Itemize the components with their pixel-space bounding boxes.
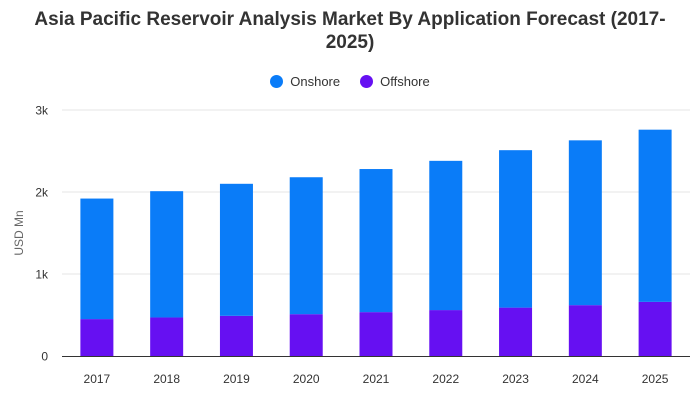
y-tick-label-2: 2k — [35, 186, 49, 200]
bar-offshore-2022 — [429, 310, 463, 356]
bar-onshore-2018 — [150, 191, 184, 318]
x-tick-label-2019: 2019 — [223, 372, 250, 386]
x-tick-label-2018: 2018 — [153, 372, 180, 386]
bar-offshore-2020 — [289, 314, 323, 356]
bar-offshore-2017 — [80, 319, 114, 356]
x-tick-label-2024: 2024 — [572, 372, 599, 386]
chart-title: Asia Pacific Reservoir Analysis Market B… — [34, 9, 666, 53]
legend-swatch-offshore — [360, 75, 374, 88]
bar-offshore-2025 — [638, 301, 672, 356]
bar-onshore-2019 — [219, 183, 253, 316]
bar-offshore-2019 — [219, 315, 253, 356]
legend-item-onshore[interactable]: Onshore — [270, 74, 340, 89]
y-tick-label-1: 1k — [35, 268, 49, 282]
x-tick-label-2021: 2021 — [363, 372, 390, 386]
y-tick-label-3: 3k — [35, 104, 49, 118]
bar-onshore-2017 — [80, 198, 114, 320]
y-axis-title: USD Mn — [12, 210, 26, 255]
bar-offshore-2023 — [499, 307, 533, 356]
bar-onshore-2024 — [568, 140, 602, 306]
chart-legend: Onshore Offshore — [0, 74, 700, 89]
bar-offshore-2024 — [568, 305, 602, 356]
bar-onshore-2020 — [289, 177, 323, 315]
y-tick-label-0: 0 — [41, 350, 48, 364]
legend-item-offshore[interactable]: Offshore — [360, 74, 430, 89]
bar-onshore-2022 — [429, 160, 463, 311]
bar-offshore-2021 — [359, 312, 393, 356]
axes: 0 1k 2k 3k USD Mn 2017 2018 2019 2020 2021 2022 202… — [12, 104, 690, 386]
x-tick-label-2025: 2025 — [642, 372, 669, 386]
bar-onshore-2025 — [638, 129, 672, 302]
bar-offshore-2018 — [150, 317, 184, 356]
x-tick-label-2020: 2020 — [293, 372, 320, 386]
legend-label-offshore: Offshore — [380, 74, 430, 89]
bars — [80, 129, 672, 356]
x-tick-label-2023: 2023 — [502, 372, 529, 386]
x-tick-label-2022: 2022 — [432, 372, 459, 386]
bar-onshore-2023 — [499, 150, 533, 308]
x-tick-label-2017: 2017 — [84, 372, 111, 386]
legend-label-onshore: Onshore — [290, 74, 341, 89]
bar-onshore-2021 — [359, 169, 393, 313]
legend-swatch-onshore — [270, 75, 284, 88]
